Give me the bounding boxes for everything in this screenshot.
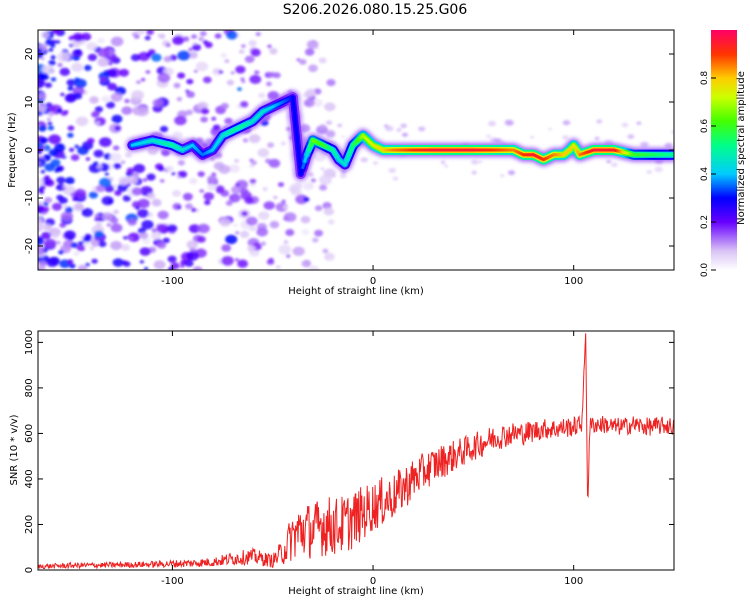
snr-line: [38, 333, 674, 570]
colorbar-label: Normalized spectral amplitude: [736, 71, 747, 225]
snr-xtick-label: 0: [370, 576, 376, 587]
spectrogram-ridge: [125, 90, 674, 181]
spectrogram-xtick-label: -100: [161, 276, 184, 287]
snr-xtick-label: 100: [564, 576, 583, 587]
snr-ytick-label: 400: [24, 469, 35, 488]
spectrogram-ytick-label: 20: [24, 48, 35, 61]
spectrogram-xtick-label: 100: [564, 276, 583, 287]
snr-ytick-label: 600: [24, 424, 35, 443]
colorbar-gradient: [711, 30, 737, 270]
spectrogram-y-ticks: -20 -10 0 10 20: [24, 48, 674, 254]
snr-frame: [37, 330, 675, 571]
snr-xtick-label: -100: [161, 576, 184, 587]
colorbar-tick-label: 0.6: [700, 119, 710, 134]
spectrogram-xlabel: Height of straight line (km): [288, 286, 424, 297]
colorbar-ticks: 0.0 0.2 0.4 0.6 0.8: [700, 71, 716, 278]
snr-ytick-label: 0: [24, 567, 35, 573]
spectrogram-ytick-label: 10: [24, 96, 35, 109]
snr-x-ticks: -100 0 100: [161, 331, 583, 587]
spectrogram-ylabel: Frequency (Hz): [7, 112, 18, 188]
snr-ytick-label: 200: [24, 515, 35, 534]
colorbar: 0.0 0.2 0.4 0.6 0.8 Normalized spectral ampl…: [700, 30, 747, 277]
colorbar-tick-label: 0.0: [700, 263, 710, 278]
figure-title: S206.2026.080.15.25.G06: [282, 2, 468, 18]
spectrogram-ytick-label: 0: [24, 147, 35, 153]
spectrogram-ytick-label: -20: [24, 238, 35, 254]
snr-y-ticks: 0 200 400 600 800 1000: [24, 330, 674, 573]
colorbar-tick-label: 0.2: [700, 215, 710, 229]
snr-ytick-label: 800: [24, 378, 35, 397]
snr-panel: -100 0 100 0 200 400 600 800 1000 Height of str…: [9, 330, 675, 597]
spectrogram-ytick-label: -10: [24, 190, 35, 206]
snr-xlabel: Height of straight line (km): [288, 586, 424, 597]
spectrogram-x-ticks: -100 0 100: [161, 30, 583, 287]
colorbar-tick-label: 0.8: [700, 71, 710, 86]
snr-ytick-label: 1000: [24, 330, 35, 355]
spectrogram-xtick-label: 0: [370, 276, 376, 287]
colorbar-tick-label: 0.4: [700, 167, 710, 182]
snr-ylabel: SNR (10 * v/v): [9, 414, 20, 485]
